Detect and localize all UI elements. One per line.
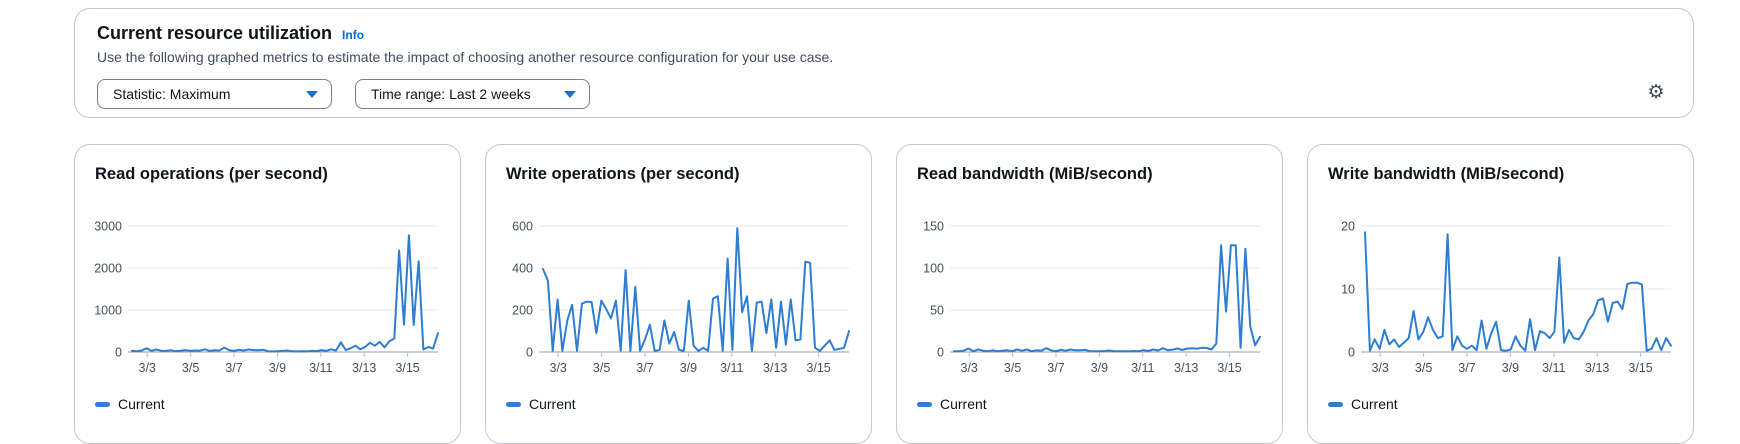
statistic-dropdown[interactable]: Statistic: Maximum	[97, 79, 332, 109]
svg-text:0: 0	[115, 346, 122, 360]
chart-legend: Current	[1328, 396, 1673, 412]
chart-title: Read operations (per second)	[95, 165, 328, 183]
legend-dash-icon	[917, 401, 932, 407]
svg-text:3/15: 3/15	[1217, 361, 1241, 375]
chart-card-read-operations: Read operations (per second) 3000 2000 100…	[74, 144, 461, 444]
svg-text:3/11: 3/11	[309, 361, 332, 375]
chevron-down-icon	[306, 90, 318, 98]
svg-text:3/15: 3/15	[395, 361, 419, 375]
svg-text:0: 0	[937, 346, 944, 360]
svg-text:400: 400	[512, 262, 533, 276]
svg-text:1000: 1000	[95, 304, 122, 318]
panel-description: Use the following graphed metrics to est…	[97, 49, 834, 65]
gear-icon[interactable]: ⚙	[1644, 81, 1668, 105]
svg-text:10: 10	[1341, 283, 1355, 297]
svg-text:3000: 3000	[95, 220, 122, 234]
svg-text:3/15: 3/15	[1628, 361, 1652, 375]
svg-text:3/13: 3/13	[763, 361, 787, 375]
chart-title: Read bandwidth (MiB/second)	[917, 165, 1153, 183]
svg-text:50: 50	[930, 304, 944, 318]
legend-label: Current	[940, 396, 987, 412]
legend-dash-icon	[95, 401, 110, 407]
time-range-dropdown-label: Time range: Last 2 weeks	[371, 86, 531, 102]
svg-text:3/7: 3/7	[636, 361, 653, 375]
legend-dash-icon	[1328, 401, 1343, 407]
svg-text:3/3: 3/3	[961, 361, 978, 375]
legend-label: Current	[529, 396, 576, 412]
read-bandwidth-chart[interactable]: 150 100 50 0 3/3 3/5 3/7 3/9 3/11 3/13 3/15	[917, 206, 1264, 378]
svg-text:3/9: 3/9	[1502, 361, 1519, 375]
svg-text:0: 0	[526, 346, 533, 360]
chart-card-read-bandwidth: Read bandwidth (MiB/second) 150 100 50 0 3/3…	[896, 144, 1283, 444]
svg-text:3/9: 3/9	[680, 361, 697, 375]
svg-text:2000: 2000	[95, 262, 122, 276]
svg-text:3/5: 3/5	[182, 361, 199, 375]
read-operations-chart[interactable]: 3000 2000 1000 0 3/3 3/5 3/7 3/9 3/11 3/13 3/15	[95, 206, 442, 378]
chevron-down-icon	[564, 90, 576, 98]
write-operations-chart[interactable]: 600 400 200 0 3/3 3/5 3/7 3/9 3/11 3/13 3/15	[506, 206, 853, 378]
svg-text:3/11: 3/11	[1131, 361, 1154, 375]
page-title: Current resource utilization	[97, 23, 333, 43]
svg-text:3/13: 3/13	[1174, 361, 1198, 375]
svg-text:200: 200	[512, 304, 533, 318]
svg-text:3/3: 3/3	[550, 361, 567, 375]
chart-legend: Current	[95, 396, 440, 412]
write-bandwidth-chart[interactable]: 20 10 0 3/3 3/5 3/7 3/9 3/11 3/13 3/15	[1328, 206, 1675, 378]
utilization-panel: Current resource utilization Info Use th…	[74, 8, 1694, 118]
svg-text:3/5: 3/5	[593, 361, 610, 375]
svg-text:3/5: 3/5	[1004, 361, 1021, 375]
chart-title: Write bandwidth (MiB/second)	[1328, 165, 1565, 183]
chart-legend: Current	[506, 396, 851, 412]
svg-text:3/7: 3/7	[1047, 361, 1064, 375]
svg-text:3/15: 3/15	[806, 361, 830, 375]
svg-text:3/5: 3/5	[1415, 361, 1432, 375]
svg-text:3/7: 3/7	[1458, 361, 1475, 375]
svg-text:3/11: 3/11	[720, 361, 743, 375]
statistic-dropdown-label: Statistic: Maximum	[113, 86, 231, 102]
svg-text:600: 600	[512, 220, 533, 234]
svg-text:3/3: 3/3	[1372, 361, 1389, 375]
chart-card-write-bandwidth: Write bandwidth (MiB/second) 20 10 0 3/3 3/5…	[1307, 144, 1694, 444]
chart-legend: Current	[917, 396, 1262, 412]
chart-title: Write operations (per second)	[506, 165, 740, 183]
svg-text:20: 20	[1341, 220, 1355, 234]
svg-text:3/9: 3/9	[1091, 361, 1108, 375]
time-range-dropdown[interactable]: Time range: Last 2 weeks	[355, 79, 590, 109]
legend-dash-icon	[506, 401, 521, 407]
svg-text:3/13: 3/13	[1585, 361, 1609, 375]
charts-row: Read operations (per second) 3000 2000 100…	[74, 144, 1740, 444]
panel-header: Current resource utilization Info	[97, 22, 1669, 44]
svg-text:3/7: 3/7	[225, 361, 242, 375]
controls-row: Statistic: Maximum Time range: Last 2 we…	[97, 79, 1669, 109]
svg-text:0: 0	[1348, 346, 1355, 360]
svg-text:150: 150	[923, 220, 944, 234]
svg-text:100: 100	[923, 262, 944, 276]
svg-text:3/3: 3/3	[139, 361, 156, 375]
svg-text:3/13: 3/13	[352, 361, 376, 375]
svg-text:3/9: 3/9	[269, 361, 286, 375]
info-link[interactable]: Info	[342, 28, 365, 42]
legend-label: Current	[118, 396, 165, 412]
chart-card-write-operations: Write operations (per second) 600 400 200 0…	[485, 144, 872, 444]
svg-text:3/11: 3/11	[1542, 361, 1565, 375]
legend-label: Current	[1351, 396, 1398, 412]
